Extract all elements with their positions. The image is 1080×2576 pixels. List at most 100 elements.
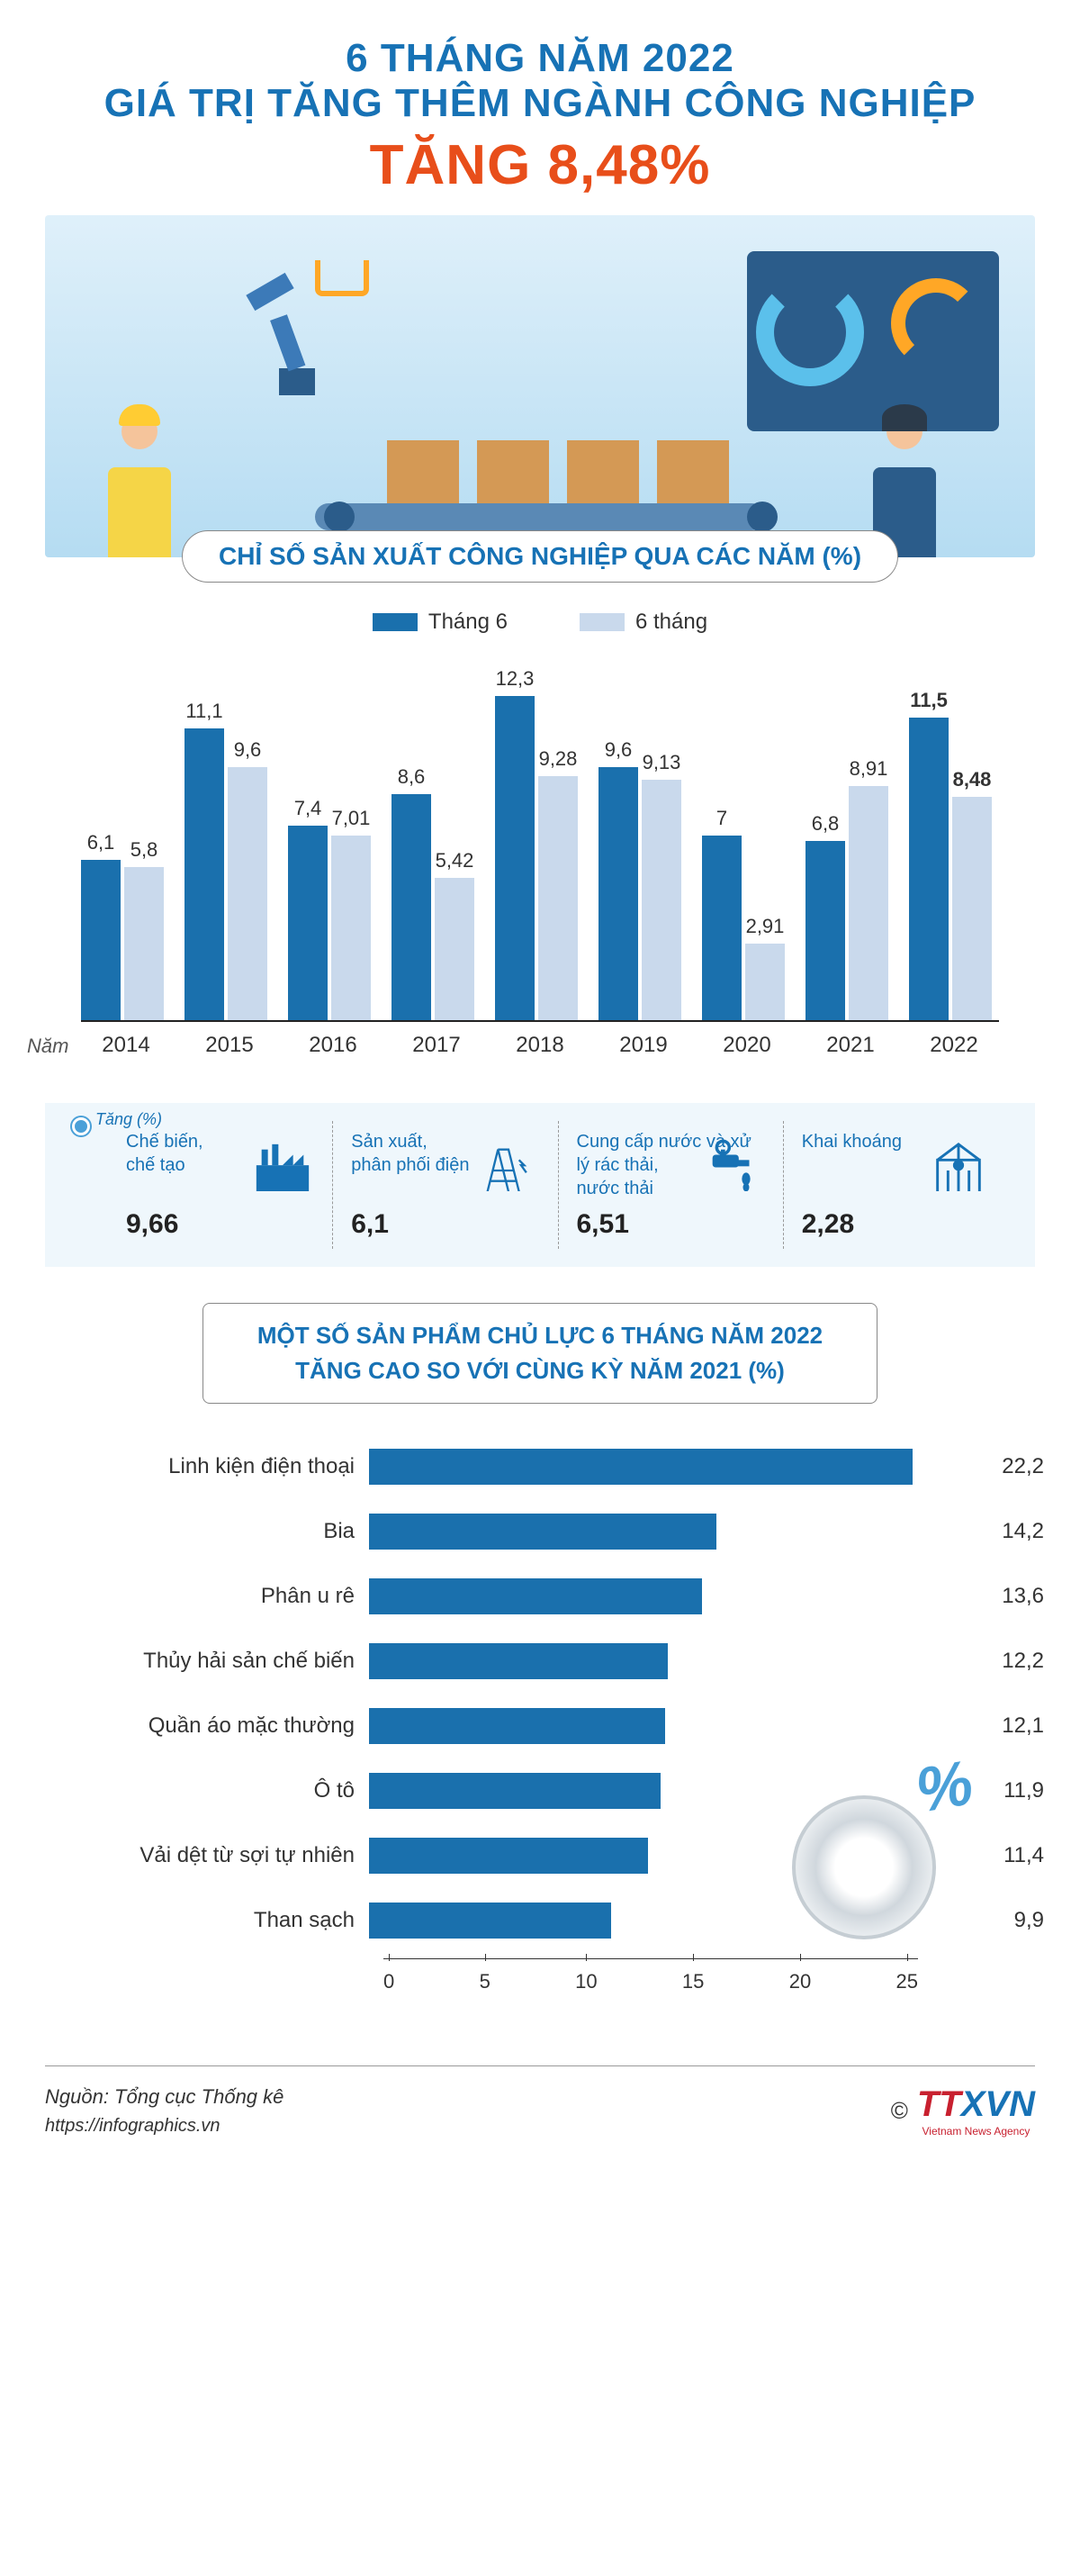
source-url: https://infographics.vn [45,2116,284,2137]
copyright-symbol: © [891,2097,908,2125]
bar: 7 [702,836,742,1020]
source-text: Nguồn: Tổng cục Thống kê [45,2085,284,2109]
hbar-row: Thủy hải sản chế biến 12,2 [99,1634,981,1688]
x-axis-label: 2021 [806,1033,896,1058]
hbar-fill [369,1773,661,1809]
bar: 5,8 [124,867,164,1020]
legend-label: 6 tháng [635,610,707,635]
sector-item: Sản xuất,phân phối điện 6,1 [333,1121,558,1249]
x-tick: 15 [682,1970,704,1993]
sector-value: 6,1 [351,1209,539,1240]
water-icon [702,1139,765,1193]
bar-value-label: 6,1 [87,831,115,854]
box-icon [567,440,639,503]
x-axis-label: 2017 [392,1033,482,1058]
bar-value-label: 9,13 [643,751,681,774]
hbar-track: 13,6 [369,1578,981,1614]
hbar-value: 11,9 [1004,1778,1044,1803]
legend-item: 6 tháng [580,610,707,635]
worker-left-icon [99,395,180,557]
section1-title: CHỈ SỐ SẢN XUẤT CÔNG NGHIỆP QUA CÁC NĂM … [219,542,861,571]
hbar-row: Quần áo mặc thường 12,1 [99,1699,981,1753]
x-tick: 25 [896,1970,918,1993]
year-group: 72,91 [702,836,792,1020]
factory-illustration [45,215,1035,557]
bar: 6,8 [806,841,845,1020]
percent-symbol: % [910,1746,977,1827]
x-axis-label: 2019 [598,1033,688,1058]
sectors-strip: Tăng (%) Chế biến,chế tạo 9,66 Sản xuất,… [45,1103,1035,1267]
bar-value-label: 8,91 [850,757,888,781]
bar-value-label: 9,28 [539,747,578,771]
legend-item: Tháng 6 [373,610,508,635]
hbar-fill [369,1449,913,1485]
hbar-value: 14,2 [1002,1519,1044,1544]
hbar-fill [369,1838,648,1874]
bar-value-label: 12,3 [496,667,535,691]
hbar-row: Bia 14,2 [99,1505,981,1559]
sector-item: Khai khoáng 2,28 [784,1121,1008,1249]
bar: 11,5 [909,718,949,1020]
bar-value-label: 11,1 [185,700,222,723]
bar-value-label: 8,6 [398,765,426,789]
hbar-fill [369,1514,716,1550]
hbar-row: Phân u rê 13,6 [99,1569,981,1623]
legend-label: Tháng 6 [428,610,508,635]
bar: 7,01 [331,836,371,1020]
box-icon [477,440,549,503]
hbar-label: Bia [99,1519,369,1544]
sector-value: 9,66 [126,1209,314,1240]
bar-value-label: 2,91 [746,915,785,938]
year-group: 6,88,91 [806,786,896,1020]
hbar-track: 14,2 [369,1514,981,1550]
hbar-fill [369,1903,611,1939]
conveyor-icon [315,503,765,530]
bar: 7,4 [288,826,328,1020]
hbar-track: 12,1 [369,1708,981,1744]
section2-title-line2: TĂNG CAO SO VỚI CÙNG KỲ NĂM 2021 (%) [257,1353,823,1388]
year-group: 8,65,42 [392,794,482,1020]
bar: 9,6 [598,767,638,1020]
title-line1: 6 THÁNG NĂM 2022 [45,36,1035,81]
x-axis-title: Năm [27,1035,68,1058]
hbar-track: 12,2 [369,1643,981,1679]
bar-value-label: 5,42 [436,849,474,872]
x-axis-label: 2022 [909,1033,999,1058]
bar: 11,1 [184,728,224,1020]
x-axis-label: 2016 [288,1033,378,1058]
legend-swatch [373,613,418,631]
bar: 2,91 [745,944,785,1020]
bar: 9,28 [538,776,578,1020]
hbar-label: Quần áo mặc thường [99,1713,369,1739]
x-axis-label: 2018 [495,1033,585,1058]
robot-arm-icon [225,251,369,395]
hbar-value: 11,4 [1004,1843,1044,1868]
power-icon [477,1139,540,1193]
bar-value-label: 5,8 [130,838,158,862]
year-group: 7,47,01 [288,826,378,1020]
hbar-value: 9,9 [1014,1908,1044,1933]
bar: 9,6 [228,767,267,1020]
mining-icon [927,1139,990,1193]
wheel-icon [747,502,778,532]
factory-icon [251,1139,314,1193]
sector-item: Cung cấp nước và xử lý rác thải,nước thả… [559,1121,784,1249]
bar: 5,42 [435,878,474,1020]
bar: 8,6 [392,794,431,1020]
x-tick: 5 [480,1970,490,1993]
sector-value: 6,51 [577,1209,765,1240]
bar-value-label: 9,6 [234,738,262,762]
bar-value-label: 11,5 [910,689,948,712]
year-group: 6,15,8 [81,860,171,1020]
logo: TTXVN [917,2084,1035,2124]
year-group: 11,19,6 [184,728,274,1020]
chart-legend: Tháng 6 6 tháng [45,610,1035,635]
logo-blue: XVN [961,2084,1035,2124]
logo-subtitle: Vietnam News Agency [917,2125,1035,2138]
x-axis-label: 2020 [702,1033,792,1058]
hbar-track: 22,2 [369,1449,981,1485]
box-icon [387,440,459,503]
hbar-value: 12,2 [1002,1649,1044,1674]
hbar-fill [369,1643,668,1679]
title-line2: GIÁ TRỊ TĂNG THÊM NGÀNH CÔNG NGHIỆP [45,81,1035,126]
